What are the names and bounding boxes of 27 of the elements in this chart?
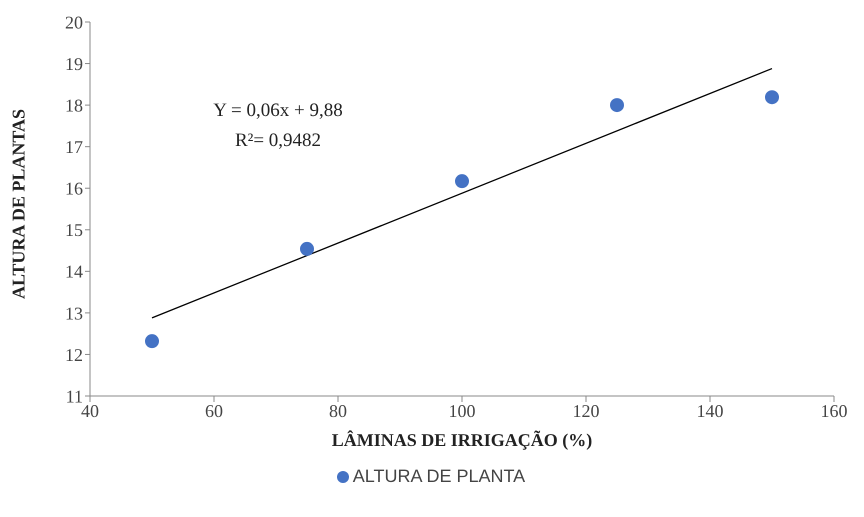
annotation: R²= 0,9482 — [234, 130, 322, 152]
x-axis-title: LÂMINAS DE IRRIGAÇÃO (%) — [332, 430, 592, 450]
x-tick-label: 100 — [448, 400, 476, 421]
y-tick-label: 14 — [65, 262, 83, 282]
y-tick-label: 13 — [65, 303, 83, 324]
x-tick-label: 140 — [696, 400, 724, 421]
point — [145, 334, 159, 348]
x-tick-label: 60 — [205, 400, 223, 421]
legend-label: ALTURA DE PLANTA — [352, 466, 526, 486]
y-tick-label: 18 — [65, 96, 83, 116]
x-tick-label: 160 — [820, 400, 848, 421]
y-axis-title: ALTURA DE PLANTAS — [8, 108, 28, 300]
x-tick-label: 120 — [572, 400, 600, 421]
y-tick-label: 20 — [65, 12, 83, 32]
y-tick-label: 16 — [65, 178, 83, 199]
annotation: Y = 0,06x + 9,88 — [212, 100, 344, 122]
y-tick-label: 11 — [66, 386, 83, 406]
point — [610, 98, 624, 112]
y-tick-label: 15 — [65, 220, 83, 240]
point — [300, 242, 314, 256]
y-tick-label: 12 — [65, 344, 83, 365]
x-tick-label: 80 — [329, 400, 347, 421]
y-tick-label: 17 — [65, 137, 83, 158]
point — [455, 174, 469, 188]
point — [765, 90, 779, 104]
y-tick-label: 19 — [65, 54, 83, 74]
x-tick-label: 40 — [81, 400, 99, 421]
